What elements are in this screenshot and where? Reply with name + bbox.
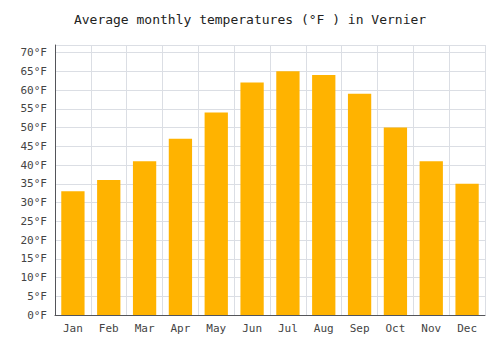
svg-text:Oct: Oct — [385, 322, 405, 335]
svg-text:Average monthly temperatures (: Average monthly temperatures (°F ) in Ve… — [74, 12, 426, 27]
svg-text:10°F: 10°F — [21, 271, 48, 284]
svg-text:Jul: Jul — [278, 322, 298, 335]
svg-text:Mar: Mar — [135, 322, 155, 335]
svg-text:Apr: Apr — [170, 322, 190, 335]
svg-text:30°F: 30°F — [21, 196, 48, 209]
svg-text:45°F: 45°F — [21, 140, 48, 153]
svg-text:Sep: Sep — [350, 322, 370, 335]
svg-text:65°F: 65°F — [21, 65, 48, 78]
svg-text:5°F: 5°F — [27, 290, 47, 303]
svg-text:Jun: Jun — [242, 322, 262, 335]
svg-text:Jan: Jan — [63, 322, 83, 335]
svg-text:Nov: Nov — [421, 322, 441, 335]
svg-text:Dec: Dec — [457, 322, 477, 335]
svg-text:Aug: Aug — [314, 322, 334, 335]
svg-text:40°F: 40°F — [21, 159, 48, 172]
svg-text:35°F: 35°F — [21, 177, 48, 190]
svg-text:May: May — [206, 322, 226, 335]
svg-text:15°F: 15°F — [21, 252, 48, 265]
svg-text:Feb: Feb — [99, 322, 119, 335]
svg-text:25°F: 25°F — [21, 215, 48, 228]
svg-text:60°F: 60°F — [21, 84, 48, 97]
svg-text:20°F: 20°F — [21, 234, 48, 247]
svg-text:55°F: 55°F — [21, 102, 48, 115]
svg-text:70°F: 70°F — [21, 46, 48, 59]
svg-text:0°F: 0°F — [27, 309, 47, 322]
svg-text:50°F: 50°F — [21, 121, 48, 134]
